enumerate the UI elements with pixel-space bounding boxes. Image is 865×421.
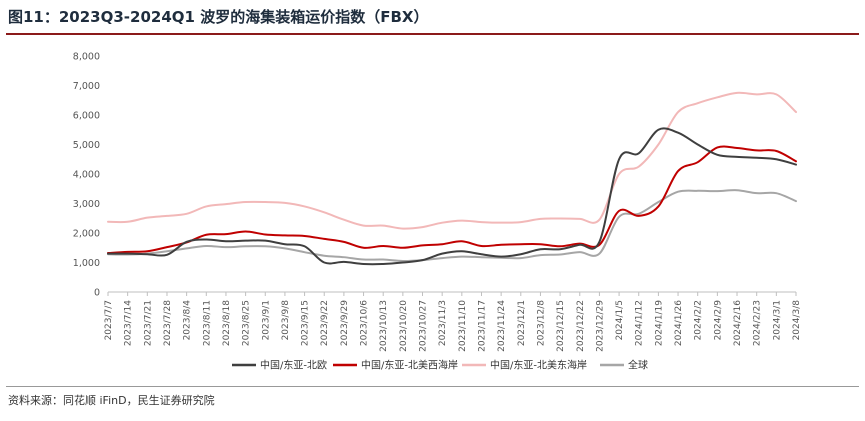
y-tick-label: 8,000 bbox=[73, 52, 100, 63]
x-axis: 2023/7/7 2023/7/14 2023/7/21 2023/7/28 2023/… bbox=[104, 291, 802, 352]
x-tick-label: 2023/12/15 bbox=[556, 300, 566, 352]
series-line-1 bbox=[107, 127, 797, 266]
x-tick-label: 2023/12/22 bbox=[576, 300, 586, 352]
x-tick-label: 2023/12/8 bbox=[536, 300, 546, 346]
series-line-3 bbox=[107, 91, 797, 230]
x-tick-label: 2024/1/19 bbox=[654, 300, 664, 346]
line-chart: 0 1,000 2,000 3,000 4,000 5,000 6,000 7,000 8,00… bbox=[73, 52, 802, 372]
legend-label: 全球 bbox=[628, 359, 648, 372]
x-tick-label: 2023/11/17 bbox=[477, 300, 487, 352]
x-tick-label: 2023/12/29 bbox=[595, 300, 605, 352]
legend-label: 中国/东亚-北美东海岸 bbox=[490, 359, 587, 372]
x-tick-label: 2024/2/9 bbox=[713, 300, 723, 341]
y-tick-label: 5,000 bbox=[73, 140, 100, 151]
x-tick-label: 2023/11/3 bbox=[438, 300, 448, 346]
x-tick-label: 2023/8/4 bbox=[183, 300, 193, 341]
y-tick-label: 1,000 bbox=[73, 258, 100, 269]
legend-item: 中国/东亚-北欧 bbox=[232, 359, 327, 372]
x-tick-label: 2023/7/7 bbox=[104, 300, 114, 340]
x-tick-label: 2023/11/10 bbox=[458, 300, 468, 352]
y-tick-label: 3,000 bbox=[73, 199, 100, 210]
y-tick-label: 4,000 bbox=[73, 170, 100, 181]
x-tick-label: 2024/2/2 bbox=[694, 300, 704, 340]
source-divider bbox=[6, 386, 859, 387]
x-tick-label: 2023/9/15 bbox=[301, 300, 311, 346]
series-layer bbox=[107, 91, 797, 266]
y-tick-label: 2,000 bbox=[73, 229, 100, 240]
y-tick-label: 0 bbox=[94, 288, 100, 299]
x-tick-label: 2023/7/28 bbox=[163, 300, 173, 346]
x-tick-label: 2024/1/5 bbox=[615, 300, 625, 340]
x-tick-label: 2023/9/1 bbox=[261, 300, 271, 340]
series-line-2 bbox=[107, 145, 797, 255]
x-tick-label: 2023/8/11 bbox=[202, 300, 212, 346]
source-note: 资料来源：同花顺 iFinD，民生证券研究院 bbox=[8, 394, 215, 407]
x-tick-label: 2023/10/6 bbox=[360, 300, 370, 346]
x-tick-label: 2024/1/12 bbox=[635, 300, 645, 346]
x-tick-label: 2023/12/1 bbox=[517, 300, 527, 346]
legend-label: 中国/东亚-北欧 bbox=[260, 359, 327, 372]
legend-label: 中国/东亚-北美西海岸 bbox=[361, 359, 458, 372]
x-tick-label: 2023/10/13 bbox=[379, 300, 389, 352]
y-axis: 0 1,000 2,000 3,000 4,000 5,000 6,000 7,000 8,00… bbox=[73, 52, 100, 299]
x-tick-label: 2023/9/8 bbox=[281, 300, 291, 341]
x-tick-label: 2023/7/21 bbox=[143, 300, 153, 346]
figure-title: 图11：2023Q3-2024Q1 波罗的海集装箱运价指数（FBX） bbox=[8, 8, 429, 26]
x-tick-label: 2023/9/22 bbox=[320, 300, 330, 346]
x-tick-label: 2024/3/1 bbox=[772, 300, 782, 340]
x-tick-label: 2024/2/23 bbox=[753, 300, 763, 346]
y-tick-label: 6,000 bbox=[73, 111, 100, 122]
x-tick-label: 2024/3/8 bbox=[792, 300, 802, 341]
x-tick-label: 2023/10/20 bbox=[399, 300, 409, 352]
legend-item: 中国/东亚-北美东海岸 bbox=[462, 359, 587, 372]
legend: 中国/东亚-北欧 中国/东亚-北美西海岸 中国/东亚-北美东海岸 全球 bbox=[232, 359, 648, 372]
x-tick-label: 2024/1/26 bbox=[674, 300, 684, 346]
title-divider bbox=[6, 33, 859, 35]
x-tick-label: 2023/8/25 bbox=[242, 300, 252, 346]
x-tick-label: 2023/11/24 bbox=[497, 300, 507, 352]
x-tick-label: 2023/10/27 bbox=[419, 300, 429, 352]
x-tick-label: 2023/9/29 bbox=[340, 300, 350, 346]
legend-item: 全球 bbox=[600, 359, 648, 372]
x-tick-label: 2023/8/18 bbox=[222, 300, 232, 346]
legend-item: 中国/东亚-北美西海岸 bbox=[333, 359, 458, 372]
x-tick-label: 2024/2/16 bbox=[733, 300, 743, 346]
series-line-4 bbox=[107, 189, 797, 263]
x-tick-label: 2023/7/14 bbox=[124, 300, 134, 346]
y-tick-label: 7,000 bbox=[73, 81, 100, 92]
